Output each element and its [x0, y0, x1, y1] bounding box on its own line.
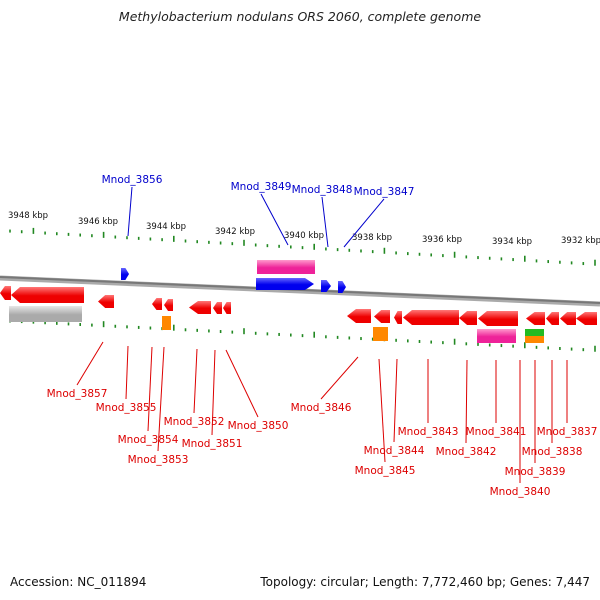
- forward-leader-line: [343, 198, 385, 248]
- reverse-gene-label[interactable]: Mnod_3855: [96, 402, 157, 414]
- reverse-gene-label[interactable]: Mnod_3854: [118, 434, 179, 446]
- ruler-label: 3948 kbp: [8, 211, 48, 221]
- reverse-gene-label[interactable]: Mnod_3846: [291, 402, 352, 414]
- forward-leader-line: [321, 196, 329, 248]
- feature-mnod-3845[interactable]: [373, 327, 388, 341]
- gene-mnod-3844[interactable]: [394, 311, 402, 324]
- feature-mnod-3840-green[interactable]: [525, 329, 544, 336]
- ruler-label: 3942 kbp: [215, 227, 255, 237]
- reverse-gene-label[interactable]: Mnod_3843: [398, 426, 459, 438]
- gene-mnod-3838[interactable]: [560, 312, 576, 325]
- gene-mnod-3846[interactable]: [347, 309, 371, 323]
- reverse-leader-line: [211, 349, 216, 436]
- genome-title: Methylobacterium nodulans ORS 2060, comp…: [118, 9, 482, 24]
- gene-mnod-3839[interactable]: [546, 312, 559, 325]
- reverse-leader-line: [465, 359, 468, 444]
- reverse-gene-label[interactable]: Mnod_3838: [522, 446, 583, 458]
- reverse-gene-label[interactable]: Mnod_3837: [537, 426, 598, 438]
- reverse-leader-line: [147, 346, 153, 432]
- gene-mnod-3854[interactable]: [152, 298, 162, 310]
- gene-mnod-3837[interactable]: [576, 312, 597, 325]
- feature-mnod-3849[interactable]: [257, 260, 315, 274]
- gene-mnod-3848[interactable]: [321, 280, 331, 292]
- forward-gene-label[interactable]: Mnod_3847: [354, 186, 415, 198]
- gene-mnod-3843[interactable]: [403, 310, 459, 325]
- accession-label: Accession: NC_011894: [10, 575, 147, 589]
- ruler-label: 3932 kbp: [561, 236, 600, 246]
- forward-gene-label[interactable]: Mnod_3856: [102, 174, 163, 186]
- gene-mnod-3851[interactable]: [213, 302, 222, 314]
- ruler-label: 3934 kbp: [492, 237, 532, 247]
- reverse-gene-label[interactable]: Mnod_3844: [364, 445, 425, 457]
- reverse-gene-label[interactable]: Mnod_3850: [228, 420, 289, 432]
- ruler-label: 3944 kbp: [146, 222, 186, 232]
- reverse-leader-line: [378, 358, 386, 463]
- gene-mnod-3840[interactable]: [526, 312, 545, 325]
- reverse-leader-line: [193, 348, 198, 414]
- ruler-label: 3940 kbp: [284, 231, 324, 241]
- gene-mnod-3858[interactable]: [0, 286, 11, 300]
- reverse-leader-line: [320, 356, 359, 400]
- reverse-gene-label[interactable]: Mnod_3857: [47, 388, 108, 400]
- gene-mnod-3855[interactable]: [98, 295, 114, 308]
- gene-mnod-3841[interactable]: [478, 311, 518, 326]
- forward-leader-line: [127, 186, 133, 237]
- reverse-gene-label[interactable]: Mnod_3852: [164, 416, 225, 428]
- genome-backbone: [0, 275, 600, 307]
- gene-mnod-3853[interactable]: [164, 299, 173, 311]
- gene-mnod-3857[interactable]: [11, 287, 84, 303]
- feature-mnod-3853[interactable]: [162, 316, 171, 330]
- gene-mnod-3856[interactable]: [121, 268, 129, 280]
- reverse-gene-label[interactable]: Mnod_3851: [182, 438, 243, 450]
- gene-mnod-3852[interactable]: [189, 301, 211, 314]
- gene-mnod-3849[interactable]: [256, 278, 314, 290]
- reverse-gene-label[interactable]: Mnod_3853: [128, 454, 189, 466]
- forward-gene-label[interactable]: Mnod_3848: [292, 184, 353, 196]
- reverse-leader-line: [225, 349, 259, 418]
- gene-mnod-3845[interactable]: [374, 310, 390, 323]
- genome-summary-label: Topology: circular; Length: 7,772,460 bp…: [260, 575, 590, 589]
- feature-mnod-3857[interactable]: [9, 306, 82, 322]
- gene-mnod-3847[interactable]: [338, 281, 346, 293]
- forward-leader-line: [260, 193, 289, 246]
- feature-mnod-3841[interactable]: [477, 329, 516, 343]
- reverse-gene-label[interactable]: Mnod_3842: [436, 446, 497, 458]
- reverse-leader-line: [125, 345, 129, 400]
- reverse-leader-line: [76, 341, 104, 386]
- reverse-leader-line: [393, 358, 398, 443]
- ruler-label: 3936 kbp: [422, 235, 462, 245]
- ruler-label: 3938 kbp: [352, 233, 392, 243]
- reverse-gene-label[interactable]: Mnod_3845: [355, 465, 416, 477]
- reverse-gene-label[interactable]: Mnod_3839: [505, 466, 566, 478]
- feature-mnod-3840-orange[interactable]: [525, 336, 544, 343]
- reverse-gene-label[interactable]: Mnod_3840: [490, 486, 551, 498]
- forward-gene-label[interactable]: Mnod_3849: [231, 181, 292, 193]
- reverse-leader-line: [157, 346, 165, 452]
- ruler-label: 3946 kbp: [78, 217, 118, 227]
- reverse-gene-label[interactable]: Mnod_3841: [466, 426, 527, 438]
- gene-mnod-3842[interactable]: [459, 311, 477, 325]
- genome-backbone-line: [0, 276, 600, 304]
- gene-mnod-3850[interactable]: [223, 302, 231, 314]
